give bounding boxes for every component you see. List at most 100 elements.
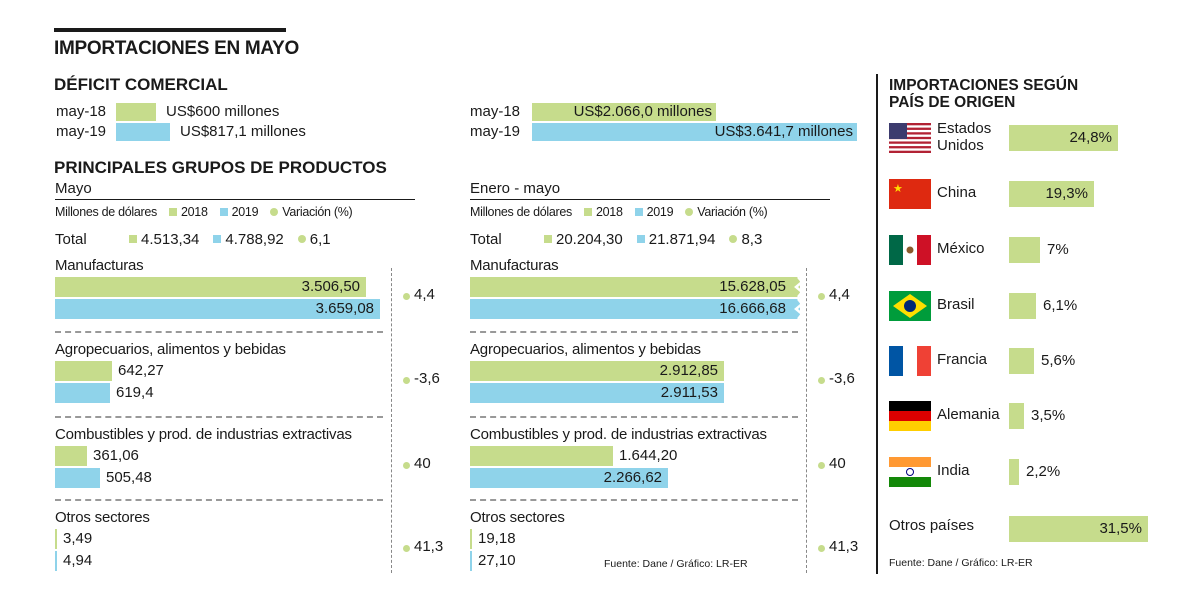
total-variation-marker <box>297 235 306 244</box>
subtitle-rule <box>55 199 415 200</box>
legend-variation-swatch <box>685 207 694 216</box>
total-2019-marker <box>213 235 222 244</box>
series-bar-2019 <box>470 299 800 319</box>
series-bar-2018 <box>470 446 613 466</box>
country-bar <box>1009 181 1094 207</box>
country-label: India <box>937 462 970 479</box>
variation-divider <box>391 268 392 573</box>
legend-variation-swatch <box>270 207 279 216</box>
deficit-year-label: may-18 <box>56 103 107 120</box>
variation-dot <box>818 377 825 384</box>
variation-dot <box>818 545 825 552</box>
country-bar <box>1009 237 1040 263</box>
country-value-label: 31,5% <box>1099 520 1142 537</box>
series-bar-2018 <box>55 529 57 549</box>
bar-value-label: 619,4 <box>116 384 154 401</box>
total-variation-value: 8,3 <box>741 231 763 248</box>
category-label: Agropecuarios, alimentos y bebidas <box>55 341 286 358</box>
mexico-flag-icon <box>889 235 931 265</box>
bar-value-label: 4,94 <box>63 552 93 569</box>
legend-variation: Variación (%) <box>270 205 353 219</box>
chart-legend: Millones de dólares 2018 2019 Variación (%) <box>470 205 779 219</box>
series-bar-2018 <box>470 361 724 381</box>
germany-flag-icon <box>889 401 931 431</box>
variation-dot <box>403 545 410 552</box>
variation-value: 41,3 <box>414 538 444 555</box>
total-2019: 4.788,92 <box>213 231 284 248</box>
total-variation-marker <box>729 235 738 244</box>
deficit-bar <box>116 103 156 121</box>
variation-value: 40 <box>414 455 431 472</box>
legend-units: Millones de dólares <box>55 205 157 219</box>
bar-value-label: 361,06 <box>93 447 139 464</box>
category-label: Otros sectores <box>470 509 565 526</box>
series-bar-2018 <box>55 446 87 466</box>
deficit-value-label: US$3.641,7 millones <box>714 123 853 140</box>
total-variation: 8,3 <box>729 231 762 248</box>
total-2019-value: 21.871,94 <box>648 231 716 248</box>
country-value-label: 24,8% <box>1069 129 1112 146</box>
country-bar <box>1009 293 1036 319</box>
chart-subtitle: Mayo <box>55 180 92 197</box>
country-bar <box>1009 348 1034 374</box>
country-value-label: 6,1% <box>1043 297 1078 314</box>
legend-units: Millones de dólares <box>470 205 572 219</box>
variation-dot <box>818 462 825 469</box>
category-label: Combustibles y prod. de industrias extra… <box>55 426 352 443</box>
category-label: Agropecuarios, alimentos y bebidas <box>470 341 701 358</box>
series-bar-2018 <box>55 277 366 297</box>
category-separator <box>55 331 383 333</box>
bar-value-label: 16.666,68 <box>719 300 786 317</box>
category-separator <box>470 499 798 501</box>
series-bar-2019 <box>55 299 380 319</box>
total-label: Total <box>55 231 87 248</box>
total-2018-marker <box>544 235 552 244</box>
legend-2018-text: 2018 <box>596 205 623 219</box>
legend-variation-text: Variación (%) <box>282 205 353 219</box>
france-flag-icon <box>889 346 931 376</box>
category-label: Manufacturas <box>470 257 559 274</box>
legend-variation-text: Variación (%) <box>697 205 768 219</box>
total-2019-value: 4.788,92 <box>225 231 284 248</box>
country-value-label: 7% <box>1047 241 1069 258</box>
legend-2019: 2019 <box>219 205 259 219</box>
legend-variation: Variación (%) <box>685 205 768 219</box>
variation-value: -3,6 <box>829 370 855 387</box>
total-values: 4.513,34 4.788,92 6,1 <box>129 231 345 248</box>
country-value-label: 2,2% <box>1026 463 1061 480</box>
axis-break <box>794 276 804 298</box>
bar-value-label: 2.266,62 <box>603 469 662 486</box>
top-rule <box>54 28 286 32</box>
variation-value: 41,3 <box>829 538 859 555</box>
category-label: Otros sectores <box>55 509 150 526</box>
variation-divider <box>806 268 807 573</box>
country-value-label: 19,3% <box>1045 185 1088 202</box>
deficit-value-label: US$600 millones <box>166 103 280 120</box>
total-2018-marker <box>129 235 137 244</box>
bar-value-label: 3.506,50 <box>301 278 360 295</box>
country-bar <box>1009 459 1019 485</box>
country-label: China <box>937 184 977 201</box>
variation-dot <box>403 293 410 300</box>
subtitle-rule <box>470 199 830 200</box>
deficit-bar <box>532 123 857 141</box>
country-label: Brasil <box>937 296 975 313</box>
deficit-value-label: US$817,1 millones <box>180 123 306 140</box>
series-bar-2019 <box>55 468 100 488</box>
deficit-bar <box>116 123 170 141</box>
legend-2019-text: 2019 <box>231 205 259 219</box>
axis-break <box>794 298 804 320</box>
legend-2019: 2019 <box>634 205 674 219</box>
total-2018-value: 4.513,34 <box>141 231 200 248</box>
deficit-year-label: may-19 <box>470 123 521 140</box>
series-bar-2019 <box>55 383 110 403</box>
bar-value-label: 1.644,20 <box>619 447 678 464</box>
country-label: Alemania <box>937 406 1000 423</box>
deficit-year-label: may-18 <box>470 103 521 120</box>
variation-dot <box>403 377 410 384</box>
country-label: Otros países <box>889 517 975 534</box>
bar-value-label: 2.911,53 <box>660 384 718 401</box>
total-label: Total <box>470 231 502 248</box>
series-bar-2018 <box>470 529 472 549</box>
total-2018: 4.513,34 <box>129 231 199 248</box>
